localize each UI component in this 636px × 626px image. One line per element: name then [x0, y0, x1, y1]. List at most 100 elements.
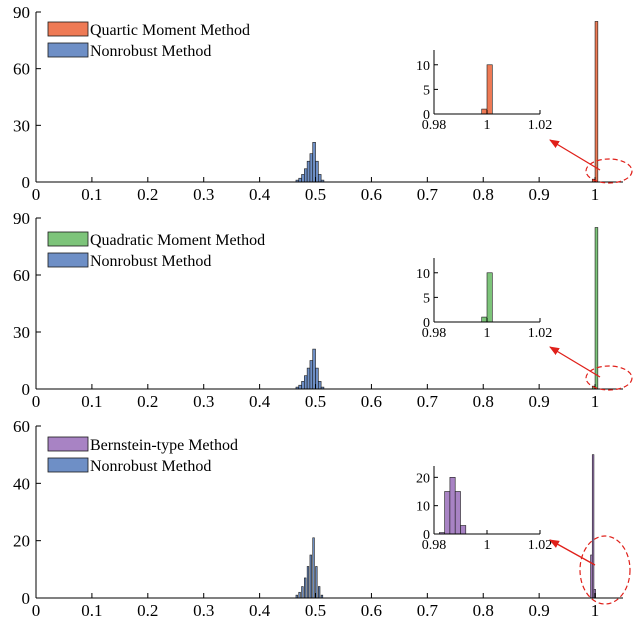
x-tick-label: 0.6	[361, 601, 382, 620]
zoom-region-ellipse	[585, 158, 633, 184]
inset-bar	[444, 491, 451, 535]
x-tick-label: 0.8	[473, 392, 494, 411]
x-tick-label: 0.7	[417, 392, 439, 411]
y-tick-label: 60	[13, 417, 30, 436]
x-tick-label: 0.1	[81, 601, 102, 620]
legend-swatch	[47, 21, 89, 37]
chart-panel-3: 0 0.1 0.2 0.3 0.4 0.5 0.6 0.7 0.8 0.9 1 0 20 40 60 Bern…	[13, 417, 631, 620]
bar	[301, 174, 305, 183]
legend-label: Nonrobust Method	[90, 43, 211, 60]
x-tick-label: 0.3	[193, 601, 214, 620]
y-tick-label: 20	[13, 532, 30, 551]
inset-x-tick-label: 1.02	[528, 326, 553, 341]
legend: Bernstein-type Method Nonrobust Method	[47, 436, 238, 475]
zoom-region-ellipse	[579, 535, 631, 605]
x-tick-label: 0	[32, 392, 41, 411]
x-tick-label: 0.2	[137, 392, 158, 411]
x-tick-label: 0.5	[305, 185, 326, 204]
legend: Quartic Moment Method Nonrobust Method	[47, 21, 250, 60]
y-tick-label: 40	[13, 474, 30, 493]
bar	[312, 142, 316, 183]
legend-swatch	[47, 457, 89, 473]
x-tick-label: 0.4	[249, 392, 271, 411]
bar	[594, 227, 599, 390]
inset-bar	[481, 316, 488, 323]
legend-swatch	[47, 42, 89, 58]
y-tick-label: 90	[13, 3, 30, 22]
x-tick-label: 0.3	[193, 392, 214, 411]
inset-y-tick-label: 5	[423, 291, 430, 306]
legend-swatch	[47, 231, 89, 247]
y-tick-label: 0	[22, 173, 31, 192]
x-tick-label: 0.9	[529, 601, 550, 620]
y-tick-label: 30	[13, 116, 30, 135]
bar	[304, 168, 308, 183]
bar	[594, 21, 599, 183]
x-tick-label: 1	[591, 392, 600, 411]
inset-bar	[460, 525, 467, 535]
x-tick-label: 0.7	[417, 601, 439, 620]
x-tick-label: 0.1	[81, 185, 102, 204]
x-tick-label: 0.4	[249, 601, 271, 620]
inset-y-tick-label: 0	[423, 316, 430, 331]
x-tick-label: 0	[32, 601, 41, 620]
legend-label: Bernstein-type Method	[90, 437, 238, 454]
bar	[298, 591, 301, 599]
y-tick-label: 30	[13, 323, 30, 342]
inset-chart: 0.98 1 1.02 0 5 10	[416, 258, 552, 341]
inset-y-tick-label: 10	[416, 59, 430, 74]
y-tick-label: 60	[13, 60, 30, 79]
legend-label: Quartic Moment Method	[90, 22, 250, 39]
inset-chart: 0.98 1 1.02 0 10 20	[416, 466, 552, 553]
chart-panel-1: 0 0.1 0.2 0.3 0.4 0.5 0.6 0.7 0.8 0.9 10306090Quar…	[13, 3, 633, 204]
x-tick-label: 0.3	[193, 185, 214, 204]
x-tick-label: 0.2	[137, 185, 158, 204]
x-tick-label: 0.5	[305, 392, 326, 411]
inset-bar	[486, 64, 493, 115]
inset-x-tick-label: 1	[484, 118, 491, 133]
bar	[318, 174, 322, 183]
bar	[306, 566, 310, 599]
x-tick-label: 0.8	[473, 185, 494, 204]
inset-y-tick-label: 0	[423, 528, 430, 543]
x-tick-label: 0.2	[137, 601, 158, 620]
inset-x-tick-label: 0.98	[422, 326, 447, 341]
x-tick-label: 1	[591, 185, 600, 204]
bar	[309, 554, 312, 599]
y-tick-label: 60	[13, 266, 30, 285]
legend-label: Nonrobust Method	[90, 458, 211, 475]
bar	[301, 586, 304, 599]
zoom-arrow	[549, 139, 601, 171]
y-tick-label: 90	[13, 209, 30, 228]
zoom-arrow	[549, 539, 596, 566]
x-tick-label: 0.5	[305, 601, 326, 620]
inset-x-tick-label: 1	[484, 326, 491, 341]
inset-y-tick-label: 5	[423, 83, 430, 98]
legend-label: Nonrobust Method	[90, 253, 211, 270]
x-tick-label: 1	[591, 601, 600, 620]
x-tick-label: 0.4	[249, 185, 271, 204]
bar	[306, 160, 311, 183]
bar	[304, 577, 307, 599]
inset-x-tick-label: 0.98	[422, 538, 447, 553]
bar	[298, 384, 302, 390]
x-tick-label: 0.6	[361, 392, 382, 411]
zoom-region-ellipse	[585, 365, 633, 391]
x-tick-label: 0.1	[81, 392, 102, 411]
bar	[304, 375, 308, 390]
zoom-arrow	[549, 346, 601, 378]
x-tick-label: 0.8	[473, 601, 494, 620]
bar	[318, 586, 321, 599]
bar	[312, 537, 315, 599]
y-tick-label: 0	[22, 589, 31, 608]
bar	[306, 367, 311, 390]
inset-chart: 0.98 1 1.02 0 5 10	[416, 50, 552, 133]
inset-y-tick-label: 10	[416, 267, 430, 282]
inset-x-tick-label: 1.02	[528, 118, 553, 133]
inset-y-tick-label: 0	[423, 108, 430, 123]
inset-x-tick-label: 1.02	[528, 538, 553, 553]
inset-bar	[449, 477, 456, 535]
chart-panel-2: 0 0.1 0.2 0.3 0.4 0.5 0.6 0.7 0.8 0.9 10306090Quad…	[13, 209, 633, 411]
y-tick-label: 0	[22, 380, 31, 399]
